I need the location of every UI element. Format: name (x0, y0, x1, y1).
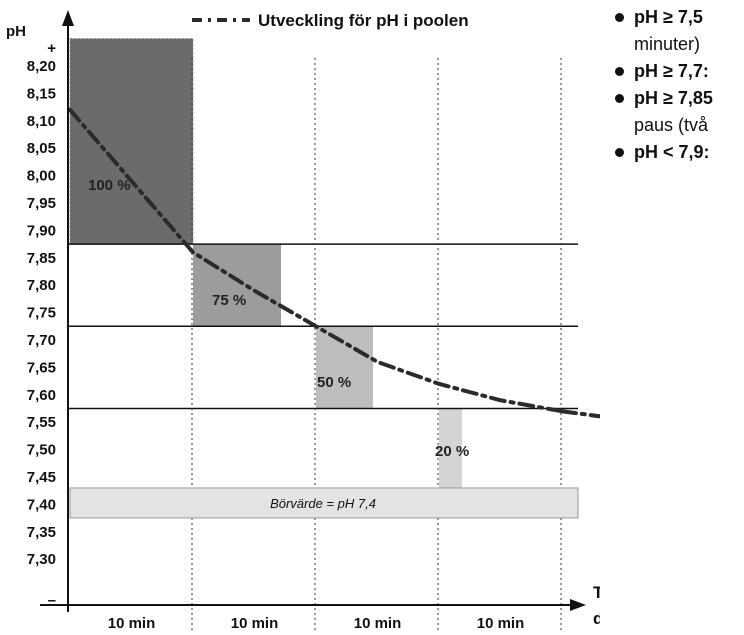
band-label-4: 20 % (435, 443, 469, 460)
series-line-ph-development (68, 107, 564, 414)
dosing-rule-continuation: minuter) (634, 34, 701, 54)
dosing-rule-2: pH ≥ 7,7: (612, 58, 744, 85)
y-tick-label: 7,60 (27, 387, 56, 404)
band-2 (193, 244, 281, 327)
setpoint-band: Börvärde = pH 7,4 (69, 487, 579, 519)
y-tick-label: – (48, 592, 56, 609)
y-tick-label: 7,95 (27, 195, 56, 212)
y-tick-label: + (47, 40, 56, 57)
y-tick-label: 7,80 (27, 277, 56, 294)
y-tick-label: 7,40 (27, 496, 56, 513)
y-axis-label: pH (6, 23, 26, 40)
y-tick-label: 7,90 (27, 222, 56, 239)
x-axis-title-line-1: Tid för (593, 583, 600, 602)
dosing-rule-continuation: paus (två (634, 115, 709, 135)
y-tick-label: 7,35 (27, 524, 56, 541)
y-tick-label: 8,20 (27, 58, 56, 75)
band-label-2: 75 % (212, 292, 246, 309)
x-axis-title-line-2: doseringcykel (593, 609, 600, 628)
dosing-rule-key: pH ≥ 7,7: (634, 61, 709, 81)
y-tick-label: 7,70 (27, 332, 56, 349)
y-tick-label: 8,15 (27, 85, 56, 102)
x-category-label: 10 min (354, 615, 402, 632)
y-tick-label: 8,00 (27, 168, 56, 185)
ph-dosing-chart: 100 % 75 % 50 % 20 % Börvärde = pH 7,4 +8,2… (6, 10, 600, 632)
dosing-rule-key: pH ≥ 7,85 (634, 88, 713, 108)
legend: Utveckling för pH i poolen (192, 11, 469, 30)
y-axis-arrow-icon (62, 10, 74, 26)
band-3 (316, 326, 373, 409)
x-category-label: 10 min (108, 615, 156, 632)
y-tick-label: 7,75 (27, 305, 56, 322)
band-1 (69, 38, 194, 245)
band-label-3: 50 % (317, 374, 351, 391)
legend-label: Utveckling för pH i poolen (258, 11, 469, 30)
dosing-bands: 100 % 75 % 50 % 20 % (69, 38, 469, 491)
y-tick-labels: +8,20 8,15 8,10 8,05 8,00 7,95 7,90 7,85 7,80 7,7… (27, 40, 56, 609)
dosing-rule-1: pH ≥ 7,5 minuter) (612, 4, 744, 58)
setpoint-bar (69, 487, 579, 519)
x-category-labels: 10 min 10 min 10 min 10 min (108, 615, 525, 632)
dosing-rules-list: pH ≥ 7,5 minuter) pH ≥ 7,7: pH ≥ 7,85 paus (… (612, 4, 744, 166)
y-tick-label: 7,45 (27, 469, 56, 486)
series-line-ph-development-tail (560, 409, 600, 419)
y-tick-label: 7,55 (27, 414, 56, 431)
dosing-rule-3: pH ≥ 7,85 paus (två (612, 85, 744, 139)
dosing-rule-key: pH < 7,9: (634, 142, 710, 162)
y-tick-label: 7,50 (27, 442, 56, 459)
y-tick-label: 7,30 (27, 551, 56, 568)
setpoint-label: Börvärde = pH 7,4 (270, 496, 376, 511)
x-axis-title: Tid för doseringcykel (593, 583, 600, 628)
axes (40, 10, 586, 612)
y-tick-label: 7,65 (27, 359, 56, 376)
grid-lines (68, 58, 578, 632)
dosing-rule-key: pH ≥ 7,5 (634, 7, 703, 27)
x-category-label: 10 min (231, 615, 279, 632)
dosing-rule-4: pH < 7,9: (612, 139, 744, 166)
x-axis-arrow-icon (570, 599, 586, 611)
band-label-1: 100 % (88, 177, 131, 194)
y-tick-label: 8,05 (27, 140, 56, 157)
ph-curve (68, 107, 600, 419)
y-tick-label: 7,85 (27, 250, 56, 267)
band-4 (439, 408, 462, 491)
y-tick-label: 8,10 (27, 113, 56, 130)
x-category-label: 10 min (477, 615, 525, 632)
